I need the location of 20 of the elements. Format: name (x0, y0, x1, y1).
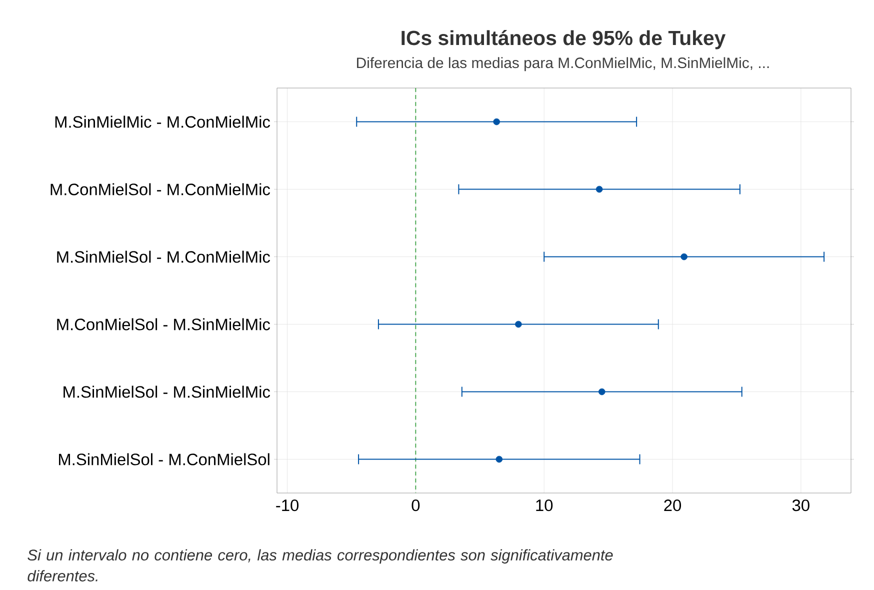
x-tick-label: 20 (664, 500, 682, 512)
point (496, 456, 503, 463)
y-tick-label: M.SinMielSol - M.ConMielSol (58, 453, 270, 466)
point (680, 253, 688, 260)
y-tick-label: M.ConMielSol - M.ConMielMic (50, 183, 270, 196)
point (493, 118, 500, 126)
chart-title: ICs simultáneos de 95% de Tukey (402, 30, 726, 50)
x-tick-label: -10 (276, 500, 299, 512)
chart-subtitle: Diferencia de las medias para M.ConMielMic, M.SinMielMic, ... (357, 57, 769, 72)
x-tick-label: 30 (792, 500, 810, 512)
point (515, 320, 522, 328)
point (598, 388, 606, 396)
y-tick-label: M.SinMielSol - M.ConMielMic (57, 250, 270, 263)
point (596, 186, 603, 193)
text: Si un intervalo no contiene cero, las medias correspondientes son significativamente diferentes. (28, 549, 613, 582)
y-tick-label: M.ConMielSol - M.SinMielMic (57, 318, 270, 330)
x-tick-label: 10 (536, 500, 553, 512)
y-tick-label: M.SinMielSol - M.SinMielMic (64, 386, 270, 398)
x-tick-label: 0 (412, 500, 420, 512)
y-tick-label: M.SinMielMic - M.ConMielMic (55, 116, 270, 128)
